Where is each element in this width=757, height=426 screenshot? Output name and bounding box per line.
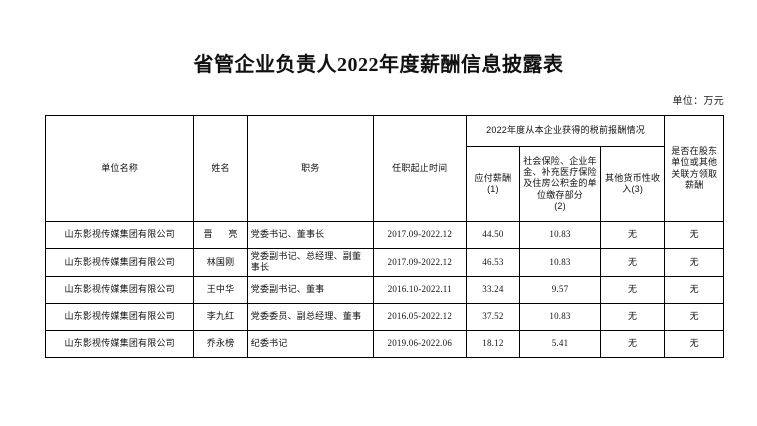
cell-other-income: 无 [599,248,666,277]
page-title: 省管企业负责人2022年度薪酬信息披露表 [193,54,564,76]
header-post: 职务 [246,115,374,222]
cell-insurance: 9.57 [519,275,601,304]
header-shareholder-pay: 是否在股东单位或其他关联方领取薪酬 [664,115,724,222]
cell-payable-salary: 33.24 [465,275,521,304]
cell-post: 党委副书记、总经理、副董事长 [246,248,374,277]
header-payable-salary: 应付薪酬 (1) [465,146,521,222]
cell-post: 纪委书记 [246,329,374,358]
salary-disclosure-table: 单位名称 姓名 职务 任职起止时间 2022年度从本企业获得的税前报酬情况 是否… [44,115,724,358]
cell-other-income: 无 [599,329,666,358]
header-payable-salary-note: (1) [487,184,499,194]
cell-name-text: 晋亮 [203,229,238,240]
cell-payable-salary: 46.53 [465,248,521,277]
cell-post: 党委书记、董事长 [246,221,374,249]
cell-insurance: 10.83 [519,221,601,249]
cell-tenure: 2019.06-2022.06 [372,329,467,358]
cell-shareholder-pay: 无 [664,329,724,358]
table-row: 山东影视传媒集团有限公司 林国刚 党委副书记、总经理、副董事长 2017.09-202… [44,248,724,277]
cell-insurance: 10.83 [519,302,601,331]
table-row: 山东影视传媒集团有限公司 乔永榜 纪委书记 2019.06-2022.06 18.12 5… [44,329,724,358]
cell-other-income: 无 [599,302,666,331]
table-row: 山东影视传媒集团有限公司 晋亮 党委书记、董事长 2017.09-2022.12 44.… [44,221,724,249]
cell-insurance: 5.41 [519,329,601,358]
cell-shareholder-pay: 无 [664,302,724,331]
cell-org: 山东影视传媒集团有限公司 [44,302,195,331]
header-insurance-label: 社会保险、企业年金、补充医疗保险及住房公积金的单位缴存部分 [523,155,597,200]
cell-tenure: 2017.09-2022.12 [372,221,467,249]
header-other-income: 其他货币性收入(3) [599,146,666,222]
cell-tenure: 2017.09-2022.12 [372,248,467,277]
cell-name: 王中华 [193,275,248,304]
header-payable-salary-label: 应付薪酬 [474,172,512,183]
cell-org: 山东影视传媒集团有限公司 [44,221,195,249]
header-insurance-note: (2) [554,200,566,211]
cell-org: 山东影视传媒集团有限公司 [44,248,195,277]
table-row: 山东影视传媒集团有限公司 王中华 党委副书记、董事 2016.10-2022.11 33… [44,275,724,304]
cell-payable-salary: 18.12 [465,329,521,358]
cell-other-income: 无 [599,275,666,304]
cell-shareholder-pay: 无 [664,275,724,304]
cell-other-income: 无 [599,221,666,249]
header-row-sub: 应付薪酬 (1) 社会保险、企业年金、补充医疗保险及住房公积金的单位缴存部分 (… [46,146,724,222]
cell-tenure: 2016.10-2022.11 [372,275,467,304]
cell-insurance: 10.83 [519,248,601,277]
cell-name: 晋亮 [193,221,248,249]
cell-payable-salary: 44.50 [465,221,521,249]
header-insurance: 社会保险、企业年金、补充医疗保险及住房公积金的单位缴存部分 (2) [519,146,601,222]
table-header: 单位名称 姓名 职务 任职起止时间 2022年度从本企业获得的税前报酬情况 是否… [44,115,724,222]
table-body: 山东影视传媒集团有限公司 晋亮 党委书记、董事长 2017.09-2022.12 44.… [44,221,724,358]
table-container: 单位名称 姓名 职务 任职起止时间 2022年度从本企业获得的税前报酬情况 是否… [0,115,757,358]
cell-org: 山东影视传媒集团有限公司 [44,329,195,358]
cell-name: 李九红 [193,302,248,331]
cell-shareholder-pay: 无 [664,221,724,249]
cell-payable-salary: 37.52 [465,302,521,331]
header-name: 姓名 [193,115,248,222]
cell-name: 林国刚 [193,248,248,277]
cell-shareholder-pay: 无 [664,248,724,277]
header-pretax-group: 2022年度从本企业获得的税前报酬情况 [465,115,666,147]
header-tenure: 任职起止时间 [372,115,467,222]
unit-note: 单位：万元 [672,96,724,107]
header-org: 单位名称 [44,115,195,222]
cell-tenure: 2016.05-2022.12 [372,302,467,331]
cell-org: 山东影视传媒集团有限公司 [44,275,195,304]
cell-post: 党委委员、副总经理、董事 [246,302,374,331]
table-row: 山东影视传媒集团有限公司 李九红 党委委员、副总经理、董事 2016.05-2022.… [44,302,724,331]
header-row-top: 单位名称 姓名 职务 任职起止时间 2022年度从本企业获得的税前报酬情况 是否… [44,115,724,222]
cell-name: 乔永榜 [193,329,248,358]
cell-post: 党委副书记、董事 [246,275,374,304]
